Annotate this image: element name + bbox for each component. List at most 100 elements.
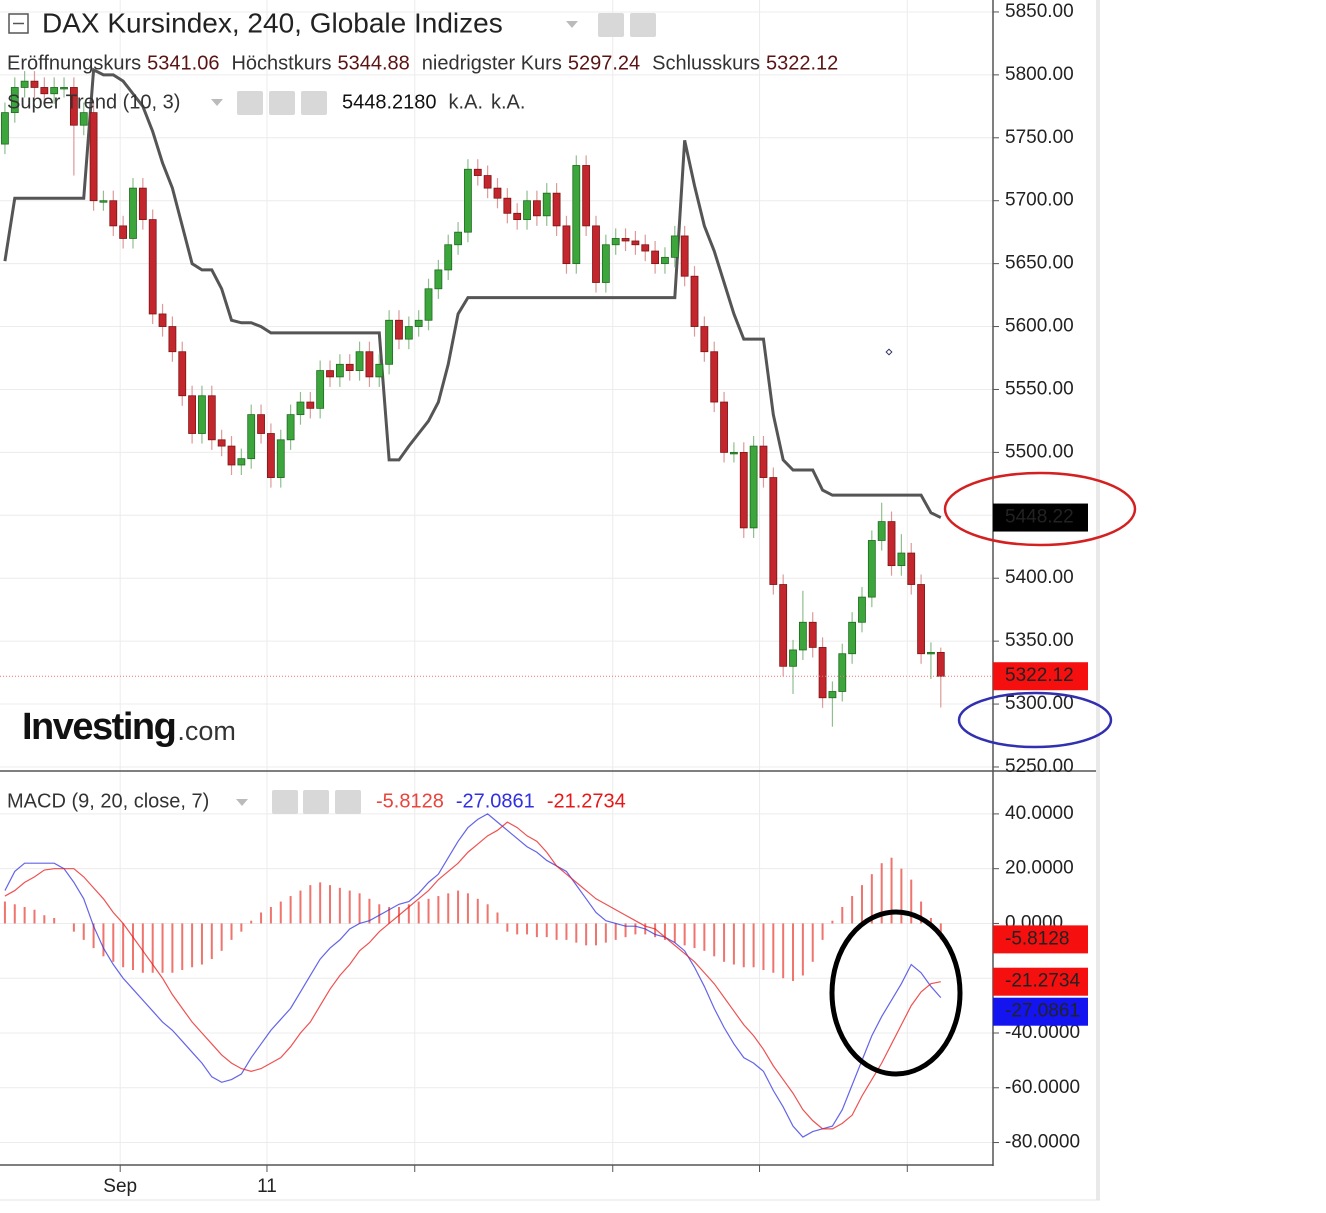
- y-tick-label: 5700.00: [1005, 190, 1074, 211]
- highlight-ellipse: [829, 909, 963, 1077]
- histogram-bar: [407, 904, 410, 924]
- histogram-bar: [388, 907, 391, 924]
- histogram-bar: [13, 904, 16, 924]
- settings-icon[interactable]: [630, 13, 656, 37]
- indicator-value: 5448.2180: [342, 91, 437, 113]
- histogram-bar: [447, 893, 450, 924]
- candle-body: [69, 87, 78, 126]
- value-marker-label: -5.8128: [1005, 928, 1069, 949]
- candle-body: [473, 168, 482, 176]
- histogram-bar: [821, 923, 824, 940]
- dropdown-arrow[interactable]: [211, 99, 223, 106]
- histogram-bar: [811, 923, 814, 962]
- histogram-bar: [131, 923, 134, 971]
- histogram-bar: [378, 904, 381, 924]
- candle-body: [168, 326, 177, 353]
- candle-body: [661, 256, 669, 265]
- x-tick-label: Sep: [103, 1176, 137, 1197]
- histogram-bar: [713, 923, 716, 957]
- candle-body: [828, 691, 837, 699]
- settings-icon[interactable]: [269, 91, 295, 115]
- y-tick-label: 5500.00: [1005, 441, 1074, 462]
- histogram-bar: [329, 885, 332, 924]
- candle-body: [129, 187, 137, 239]
- indicator-status: k.A.: [491, 91, 525, 113]
- histogram-bar: [890, 857, 893, 924]
- histogram-bar: [427, 898, 430, 924]
- candle-body: [877, 521, 886, 541]
- remove-icon[interactable]: [301, 91, 327, 115]
- indicator-value: -21.2734: [547, 790, 626, 812]
- histogram-bar: [703, 923, 706, 951]
- candle-body: [365, 351, 374, 378]
- candle-body: [276, 439, 285, 478]
- ohlc-legend-value: 5297.24: [568, 52, 640, 74]
- histogram-bar: [3, 901, 6, 924]
- y-tick-label: -60.0000: [1005, 1077, 1080, 1098]
- dropdown-arrow[interactable]: [566, 21, 578, 28]
- eye-icon[interactable]: [272, 790, 298, 814]
- marks: [0, 67, 993, 1138]
- candle-body: [769, 477, 778, 585]
- candle-body: [99, 200, 108, 203]
- histogram-bar: [220, 923, 223, 951]
- histogram-bar: [171, 923, 174, 973]
- candle-body: [808, 621, 817, 648]
- histogram-bar: [496, 912, 499, 924]
- histogram-bar: [870, 874, 873, 924]
- candle-body: [40, 87, 49, 95]
- candle-body: [188, 395, 196, 434]
- eye-icon[interactable]: [237, 91, 263, 115]
- eye-icon[interactable]: [598, 13, 624, 37]
- supertrend-line: [3, 67, 942, 519]
- histogram-bar: [614, 923, 617, 940]
- candle-body: [464, 168, 472, 233]
- candle-body: [867, 540, 876, 598]
- dropdown-arrow[interactable]: [236, 799, 248, 806]
- supertrend-label-box: [993, 503, 1088, 532]
- histogram-bar: [880, 863, 883, 924]
- collapse-icon[interactable]: [8, 13, 29, 34]
- histogram-bar: [43, 915, 46, 924]
- candle-body: [700, 326, 709, 353]
- candle-body: [60, 87, 68, 90]
- histogram-bar: [72, 923, 75, 932]
- grid: [0, 0, 993, 1165]
- histogram-bar: [230, 923, 233, 940]
- candle-body: [198, 395, 206, 434]
- settings-icon[interactable]: [303, 790, 329, 814]
- candle-body: [513, 212, 522, 220]
- candle-body: [1, 112, 9, 145]
- histogram-bar: [742, 923, 745, 968]
- macd-line: [4, 813, 942, 1138]
- histogram-bar: [841, 907, 844, 924]
- histogram-bar: [594, 923, 597, 946]
- axes: 5250.005300.005350.005400.005450.005500.…: [0, 0, 1096, 1197]
- histogram-bar: [289, 896, 292, 924]
- value-marker-label: -21.2734: [1005, 971, 1080, 992]
- candle-body: [444, 244, 453, 271]
- candle-body: [887, 521, 896, 567]
- remove-icon[interactable]: [335, 790, 361, 814]
- y-tick-label: -40.0000: [1005, 1022, 1080, 1043]
- candle-body: [10, 87, 19, 114]
- candle-body: [670, 235, 679, 258]
- candle-body: [789, 649, 797, 667]
- ohlc-legend-label: Höchstkurs: [231, 52, 331, 74]
- candle-body: [454, 231, 462, 246]
- histogram-bar: [358, 893, 361, 924]
- ohlc-legend-value: 5322.12: [766, 52, 838, 74]
- histogram-bar: [516, 923, 519, 935]
- candle-body: [89, 112, 98, 202]
- candle-body: [710, 351, 719, 403]
- candle-body: [730, 451, 738, 455]
- candle-body: [345, 363, 354, 371]
- histogram-bar: [279, 901, 282, 924]
- y-tick-label: 5400.00: [1005, 567, 1074, 588]
- indicator-value: -5.8128: [376, 790, 444, 812]
- candle-body: [562, 225, 571, 265]
- candle-body: [621, 238, 630, 242]
- candle-body: [286, 414, 295, 441]
